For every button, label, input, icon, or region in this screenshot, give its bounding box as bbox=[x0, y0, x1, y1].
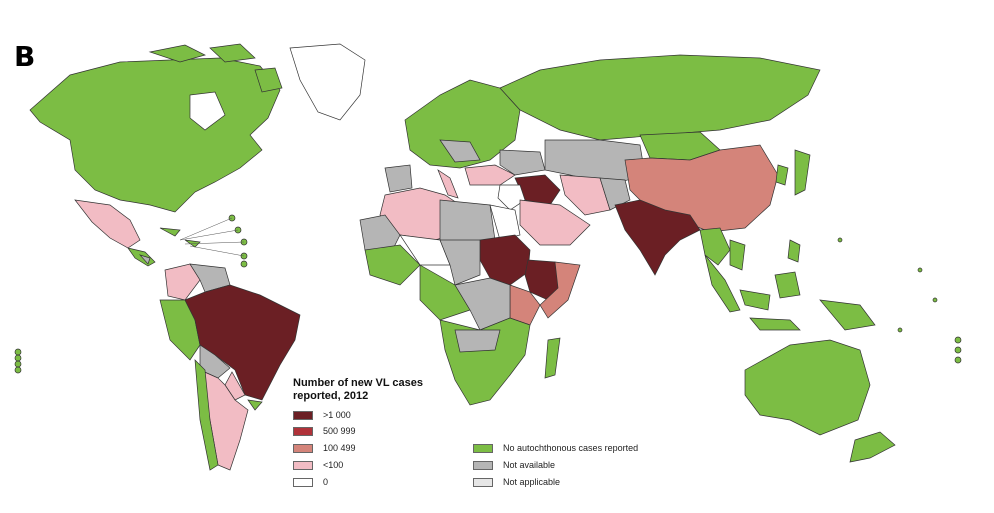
legend-swatch bbox=[473, 460, 493, 470]
legend-label: Not available bbox=[503, 460, 556, 470]
legend-label: 0 bbox=[323, 477, 329, 487]
sudan-region bbox=[479, 234, 531, 286]
legend-item-zero: 0 bbox=[293, 476, 328, 488]
north-america-region bbox=[29, 57, 281, 213]
legend-label: No autochthonous cases reported bbox=[503, 443, 639, 453]
legend-item-gt1000: >1 000 bbox=[293, 409, 351, 421]
legend-item-100-499: 100 499 bbox=[293, 442, 356, 454]
legend-item-lt100: <100 bbox=[293, 459, 343, 471]
legend-label: >1 000 bbox=[323, 410, 351, 420]
legend-item-no-autochthonous: No autochthonous cases reported bbox=[473, 442, 638, 454]
legend-item-not-available: Not available bbox=[473, 459, 555, 471]
legend-swatch bbox=[293, 460, 313, 470]
legend-label: Not applicable bbox=[503, 477, 561, 487]
legend-swatch bbox=[293, 443, 313, 453]
legend-title-line2: reported, 2012 bbox=[293, 390, 369, 402]
panel-label: B bbox=[14, 40, 36, 73]
legend-swatch bbox=[473, 477, 493, 487]
legend-swatch bbox=[293, 477, 313, 487]
india-region bbox=[614, 199, 701, 276]
legend-label: <100 bbox=[323, 460, 344, 470]
australia-region bbox=[744, 339, 871, 436]
russia-region bbox=[499, 54, 821, 141]
legend-item-not-applicable: Not applicable bbox=[473, 476, 560, 488]
legend-title: Number of new VL cases reported, 2012 bbox=[293, 377, 493, 403]
legend-swatch bbox=[293, 410, 313, 420]
mexico-region bbox=[74, 199, 141, 249]
legend-label: 100 499 bbox=[323, 443, 356, 453]
legend-swatch bbox=[293, 426, 313, 436]
legend-label: 500 999 bbox=[323, 426, 356, 436]
greenland-region bbox=[289, 43, 366, 121]
legend-title-line1: Number of new VL cases bbox=[293, 377, 424, 389]
legend-item-500-999: 500 999 bbox=[293, 425, 356, 437]
legend-swatch bbox=[473, 443, 493, 453]
europe-region bbox=[404, 79, 521, 169]
